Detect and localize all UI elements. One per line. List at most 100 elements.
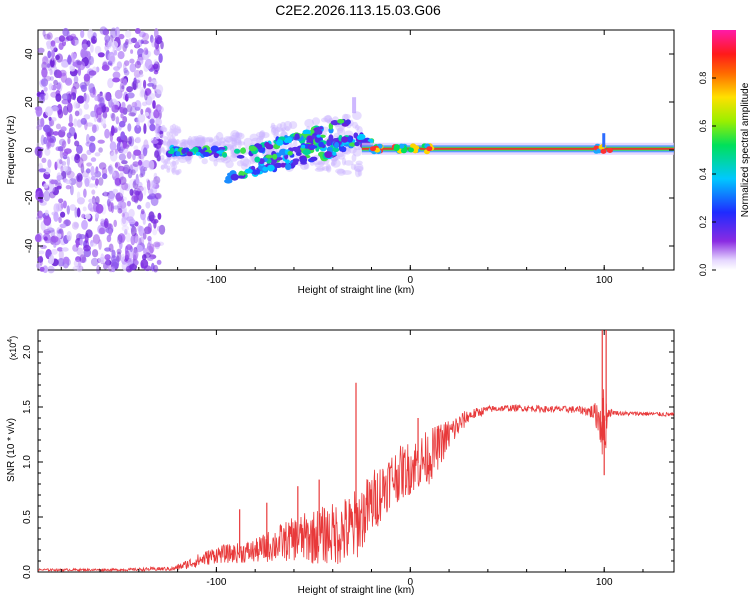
y-tick-label: 1.5 (22, 400, 33, 414)
noise-blob (86, 162, 92, 167)
noise-blob (43, 86, 48, 92)
trace-halo (317, 160, 326, 166)
trace-halo (178, 155, 188, 163)
colorbar-label: Normalized spectral amplitude (740, 82, 750, 217)
noise-blob (127, 258, 134, 265)
noise-blob (116, 61, 123, 69)
trace-halo (343, 113, 351, 120)
snr-y-label: SNR (10 * v/v) (6, 418, 17, 482)
trace-blob (291, 146, 300, 152)
noise-blob (34, 234, 42, 243)
trace-halo (261, 132, 270, 139)
noise-blob (153, 172, 158, 180)
noise-blob (136, 78, 142, 89)
noise-blob (50, 235, 59, 243)
trace-halo (231, 139, 242, 146)
noise-blob (68, 122, 74, 127)
noise-blob (72, 61, 78, 67)
noise-blob (128, 112, 136, 117)
trace-blob (309, 156, 318, 162)
figure-title: C2E2.2026.113.15.03.G06 (275, 2, 441, 18)
noise-blob (134, 124, 142, 134)
noise-blob (90, 257, 99, 267)
carrier-patch (426, 146, 433, 152)
noise-blob (163, 127, 168, 133)
noise-blob (91, 175, 96, 181)
noise-blob (92, 249, 99, 258)
noise-blob (46, 140, 50, 151)
noise-blob (129, 58, 135, 64)
noise-blob (100, 218, 105, 223)
trace-halo (354, 165, 364, 173)
noise-blob (151, 139, 159, 144)
noise-blob (91, 189, 96, 195)
trace-blob (354, 141, 360, 147)
noise-blob (57, 146, 64, 152)
snr-y-axis: 0.0 0.5 1.0 1.5 2.0 (22, 340, 674, 579)
trace-blob (214, 153, 220, 157)
trace-halo (314, 167, 325, 172)
trace-blob (299, 156, 308, 164)
trace-halo (187, 135, 193, 146)
noise-blob (124, 29, 132, 38)
noise-blob (47, 159, 52, 169)
trace-blob (192, 146, 199, 153)
noise-blob (78, 174, 83, 181)
trace-halo (321, 166, 330, 171)
trace-halo (229, 135, 239, 142)
noise-blob (84, 50, 91, 59)
noise-blob (117, 51, 125, 60)
noise-blob (140, 166, 146, 176)
noise-blob (147, 222, 152, 234)
noise-blob (130, 49, 134, 54)
noise-blob (121, 85, 125, 90)
noise-blob (134, 28, 141, 34)
noise-blob (96, 107, 103, 116)
noise-blob (80, 84, 87, 93)
y-tick-label: -20 (24, 190, 35, 205)
noise-blob (57, 70, 62, 79)
noise-blob (50, 58, 55, 68)
noise-blob (49, 68, 53, 76)
noise-blob (37, 256, 44, 263)
noise-blob (160, 147, 165, 153)
noise-blob (142, 248, 147, 255)
trace-halo (281, 127, 286, 132)
noise-blob (107, 78, 114, 89)
noise-blob (120, 112, 124, 119)
carrier-patch (370, 146, 376, 152)
noise-blob (89, 135, 96, 142)
trace-blob (341, 136, 348, 143)
noise-blob (38, 93, 46, 104)
noise-blob (82, 206, 87, 212)
noise-blob (61, 99, 70, 105)
trace-blob (276, 139, 284, 146)
noise-blob (143, 79, 147, 89)
trace-halo (355, 160, 363, 165)
trace-halo (350, 163, 356, 170)
trace-halo (316, 166, 326, 171)
noise-blob (134, 106, 141, 111)
noise-blob (81, 219, 88, 230)
noise-blob (134, 235, 142, 245)
noise-blob (71, 39, 76, 45)
trace-halo (352, 111, 362, 120)
noise-blob (134, 60, 142, 69)
trace-blob (328, 122, 334, 130)
trace-blob (295, 151, 302, 156)
noise-blob (36, 142, 41, 148)
noise-blob (130, 235, 136, 246)
noise-blob (76, 263, 83, 273)
noise-blob (163, 164, 168, 170)
noise-blob (70, 184, 74, 196)
trace-halo (195, 135, 205, 144)
noise-blob (142, 40, 149, 45)
noise-blob (52, 131, 59, 136)
y-tick-label: 40 (24, 48, 35, 60)
noise-blob (76, 95, 85, 104)
noise-blob (125, 265, 133, 273)
trace-halo (230, 144, 235, 155)
trace-blob (195, 151, 201, 156)
noise-blob (72, 221, 79, 230)
trace-blob (244, 168, 253, 174)
